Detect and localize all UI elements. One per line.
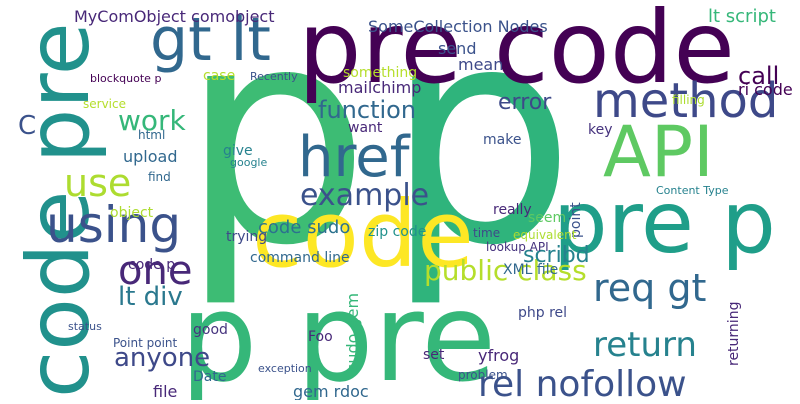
cloud-word: good — [193, 322, 228, 338]
cloud-word: gem rdoc — [293, 382, 369, 400]
cloud-word: trying — [226, 229, 267, 245]
cloud-word: find — [148, 170, 171, 184]
cloud-word: google — [230, 156, 267, 169]
cloud-word: Content Type — [656, 184, 729, 197]
cloud-word: case — [203, 68, 235, 84]
cloud-word: want — [348, 120, 383, 136]
cloud-word: file — [153, 382, 177, 400]
cloud-word: use — [64, 161, 131, 205]
cloud-word: yfrog — [478, 346, 519, 365]
cloud-word: C — [18, 111, 36, 141]
cloud-word: blockquote p — [90, 72, 161, 85]
cloud-word: Point point — [113, 336, 178, 350]
cloud-word: filling — [672, 93, 705, 107]
cloud-word: gt lt — [150, 5, 271, 75]
cloud-word: API — [603, 111, 714, 193]
cloud-word: example — [300, 178, 429, 213]
cloud-word: zip code — [368, 224, 426, 240]
cloud-word: scribd — [523, 243, 590, 268]
cloud-word: ri code — [738, 80, 793, 99]
cloud-word: code sudo — [258, 217, 350, 238]
cloud-word: req gt — [593, 266, 706, 310]
cloud-word: time — [473, 226, 500, 240]
cloud-word: p pre — [180, 267, 496, 400]
cloud-word: rel nofollow — [478, 364, 687, 400]
cloud-word: public class — [424, 254, 587, 287]
cloud-word: pre code — [298, 0, 735, 106]
cloud-word: status — [68, 320, 102, 333]
cloud-word: exception — [258, 362, 312, 375]
cloud-word: p — [180, 0, 370, 311]
cloud-word: code — [252, 181, 474, 288]
cloud-word: lt div — [118, 282, 183, 312]
cloud-word: html — [138, 128, 165, 142]
cloud-word: pre p — [553, 173, 776, 273]
cloud-word: Foo — [308, 329, 333, 345]
cloud-word: XML file — [503, 262, 558, 278]
cloud-word: mean — [458, 55, 503, 74]
cloud-word: command line — [250, 250, 350, 266]
cloud-word: work — [118, 104, 187, 137]
cloud-word: lt script — [708, 6, 776, 27]
cloud-word: call — [738, 62, 779, 90]
cloud-word: using — [46, 196, 181, 254]
cloud-word: function — [318, 96, 416, 124]
cloud-word: seem — [528, 210, 566, 226]
cloud-word: code p — [128, 257, 175, 273]
cloud-word: send — [438, 39, 476, 58]
cloud-word: something — [343, 65, 417, 81]
cloud-word: equivalent — [513, 228, 577, 242]
cloud-word: MyComObject comobject — [74, 7, 275, 26]
cloud-word: Date — [193, 369, 226, 385]
cloud-word: one — [118, 248, 192, 294]
cloud-word: error — [498, 90, 552, 115]
cloud-word: point — [568, 202, 584, 238]
cloud-word: service — [83, 97, 126, 111]
cloud-word: problem — [458, 368, 508, 382]
cloud-word: href — [298, 125, 411, 190]
cloud-word: Recently — [250, 70, 298, 83]
cloud-word: make — [483, 132, 521, 148]
cloud-word: method — [593, 73, 778, 129]
cloud-word: really — [493, 202, 532, 218]
cloud-word: anyone — [114, 343, 210, 373]
cloud-word: lookup API — [486, 240, 549, 254]
cloud-word: returning — [726, 302, 742, 366]
cloud-word: give — [223, 143, 253, 159]
cloud-word: sudo gem — [343, 293, 362, 372]
cloud-word: upload — [123, 147, 178, 166]
cloud-word: mailchimp — [338, 78, 421, 97]
cloud-word: set — [423, 347, 445, 363]
cloud-word: SomeCollection Nodes — [368, 17, 548, 36]
cloud-word: php rel — [518, 305, 567, 321]
cloud-word: code pre — [9, 22, 109, 398]
cloud-word: object — [110, 205, 154, 221]
cloud-word: p — [385, 0, 575, 311]
cloud-word: key — [588, 122, 613, 138]
cloud-word: return — [593, 325, 697, 365]
